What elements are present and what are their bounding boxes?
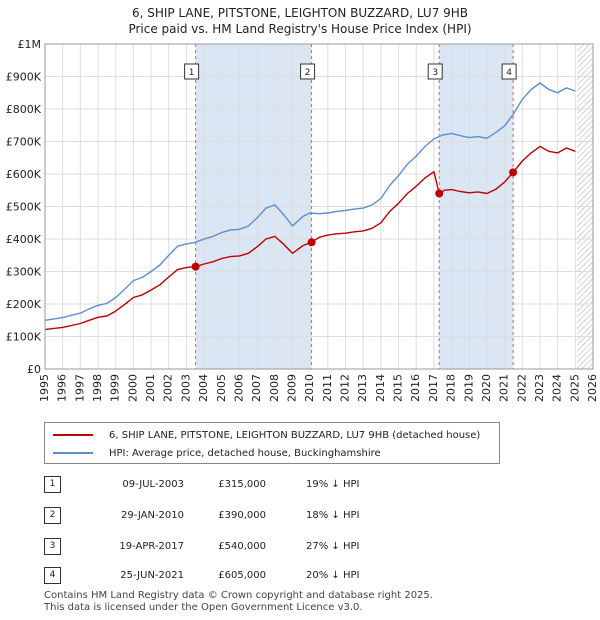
transaction-price: £605,000: [218, 570, 266, 581]
footer-license: This data is licensed under the Open Gov…: [44, 602, 363, 613]
hpi-line-swatch: [53, 452, 93, 454]
hpi-series-line: [44, 82, 576, 321]
x-tick-label: 2018: [445, 374, 458, 402]
legend: 6, SHIP LANE, PITSTONE, LEIGHTON BUZZARD…: [44, 422, 500, 464]
x-tick-label: 2010: [303, 374, 316, 402]
transaction-hpi-diff: 27% ↓ HPI: [306, 541, 360, 552]
transaction-number: 3: [44, 538, 61, 555]
legend-hpi-label: HPI: Average price, detached house, Buck…: [109, 447, 381, 459]
x-tick-label: 1997: [73, 374, 86, 402]
x-tick-label: 2005: [215, 374, 228, 402]
y-tick-label: £600K: [6, 168, 42, 181]
x-tick-label: 2000: [126, 374, 139, 402]
x-tick-label: 2004: [197, 374, 210, 402]
x-tick-label: 2014: [374, 374, 387, 402]
x-tick-label: 2022: [515, 374, 528, 402]
legend-item-hpi: HPI: Average price, detached house, Buck…: [53, 445, 381, 461]
x-tick-label: 2019: [462, 374, 475, 402]
x-tick-label: 2007: [250, 374, 263, 402]
x-tick-label: 2011: [321, 374, 334, 402]
transaction-row: 3 19-APR-2017 £540,000 27% ↓ HPI: [44, 536, 464, 556]
chart-title-line2: Price paid vs. HM Land Registry's House …: [128, 22, 472, 36]
transaction-row: 1 09-JUL-2003 £315,000 19% ↓ HPI: [44, 474, 464, 494]
y-tick-label: £400K: [6, 233, 42, 246]
footer-copyright: Contains HM Land Registry data © Crown c…: [44, 590, 433, 601]
x-tick-label: 2021: [498, 374, 511, 402]
x-tick-label: 2001: [144, 374, 157, 402]
transaction-date: 19-APR-2017: [119, 541, 184, 552]
x-tick-label: 2006: [232, 374, 245, 402]
sale-number-box: [427, 63, 443, 80]
transaction-date: 29-JAN-2010: [120, 510, 184, 521]
transaction-price: £390,000: [218, 510, 266, 521]
y-tick-label: £800K: [6, 103, 42, 116]
y-tick-label: £900K: [6, 71, 42, 84]
x-tick-label: 2002: [162, 374, 175, 402]
x-tick-label: 1995: [38, 374, 51, 402]
sale-number-box: [501, 63, 517, 80]
x-tick-label: 2003: [179, 374, 192, 402]
price-chart: 1 2 3 4 £0 £100K £200K £300K £400K £500K £600K £700…: [6, 38, 599, 402]
plot-frame: [44, 43, 594, 370]
transaction-price: £315,000: [218, 479, 266, 490]
y-tick-label: £0: [27, 363, 41, 376]
transaction-hpi-diff: 19% ↓ HPI: [306, 479, 360, 490]
x-tick-label: 2024: [551, 374, 564, 402]
x-tick-label: 2026: [586, 374, 599, 402]
x-tick-label: 2009: [285, 374, 298, 402]
transaction-hpi-diff: 18% ↓ HPI: [306, 510, 360, 521]
sale-point: [435, 189, 444, 198]
transaction-price: £540,000: [218, 541, 266, 552]
sale-number-label: 4: [506, 68, 512, 78]
property-series-line: [44, 145, 576, 331]
y-tick-label: £1M: [18, 38, 42, 51]
y-tick-label: £200K: [6, 298, 42, 311]
x-tick-label: 2017: [427, 374, 440, 402]
x-tick-label: 2016: [409, 374, 422, 402]
transaction-date: 25-JUN-2021: [120, 570, 184, 581]
x-tick-label: 2025: [568, 374, 581, 402]
transaction-row: 2 29-JAN-2010 £390,000 18% ↓ HPI: [44, 505, 464, 525]
sale-number-label: 3: [432, 68, 438, 78]
x-tick-label: 1998: [91, 374, 104, 402]
x-tick-label: 1996: [56, 374, 69, 402]
sale-number-box: [184, 63, 200, 80]
sale-number-box: [300, 63, 316, 80]
sale-point: [509, 168, 518, 177]
y-tick-label: £700K: [6, 136, 42, 149]
x-tick-label: 2015: [392, 374, 405, 402]
y-tick-label: £100K: [6, 331, 42, 344]
y-tick-label: £500K: [6, 201, 42, 214]
x-tick-label: 2013: [356, 374, 369, 402]
transaction-number: 4: [44, 567, 61, 584]
sale-point: [307, 238, 316, 247]
sale-number-label: 1: [189, 68, 195, 78]
chart-title-line1: 6, SHIP LANE, PITSTONE, LEIGHTON BUZZARD…: [131, 6, 469, 20]
transaction-date: 09-JUL-2003: [122, 479, 184, 490]
transaction-hpi-diff: 20% ↓ HPI: [306, 570, 360, 581]
transaction-number: 2: [44, 507, 61, 524]
x-tick-label: 2020: [480, 374, 493, 402]
y-tick-label: £300K: [6, 266, 42, 279]
x-tick-label: 2012: [339, 374, 352, 402]
transaction-row: 4 25-JUN-2021 £605,000 20% ↓ HPI: [44, 565, 464, 585]
x-tick-label: 1999: [109, 374, 122, 402]
legend-property-label: 6, SHIP LANE, PITSTONE, LEIGHTON BUZZARD…: [109, 429, 481, 441]
x-tick-label: 2023: [533, 374, 546, 402]
sale-point: [191, 262, 200, 271]
x-tick-label: 2008: [268, 374, 281, 402]
sale-number-label: 2: [305, 68, 311, 78]
legend-item-property: 6, SHIP LANE, PITSTONE, LEIGHTON BUZZARD…: [53, 427, 480, 443]
property-line-swatch: [53, 434, 93, 436]
transaction-number: 1: [44, 476, 61, 493]
